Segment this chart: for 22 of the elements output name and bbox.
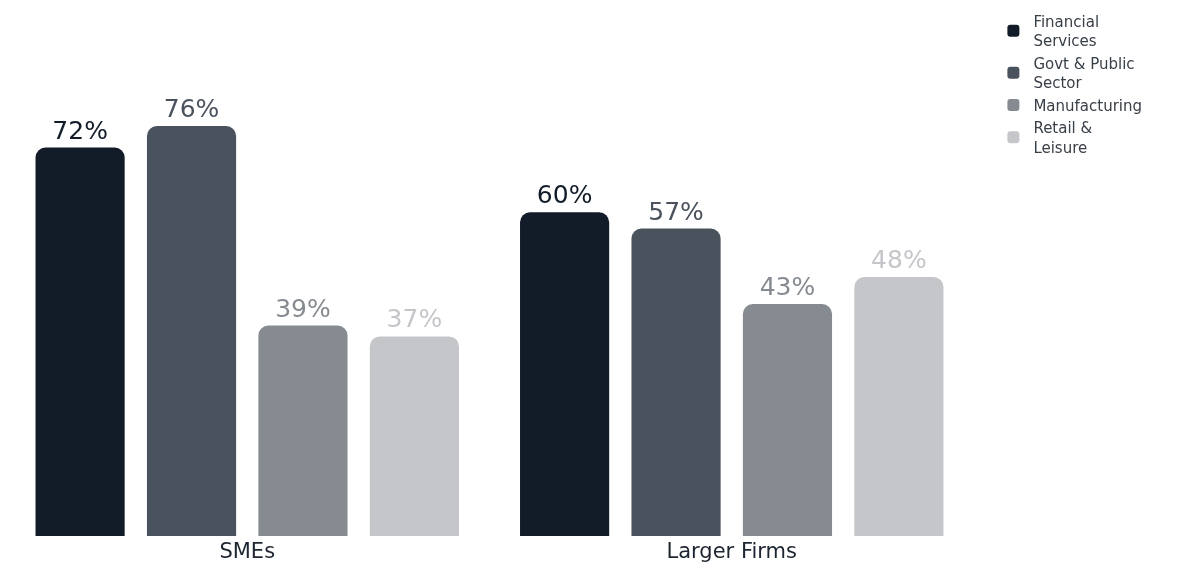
bar [742,304,833,536]
data-label: 57% [648,196,704,226]
data-label: 60% [536,180,593,210]
data-label: 48% [871,245,927,275]
bar [35,147,125,536]
legend-label: Manufacturing [1033,96,1143,115]
bar [146,126,237,536]
legend-label: Govt & Public Sector [1033,54,1135,93]
data-label: 76% [163,94,220,123]
bar [258,325,348,536]
legend-label: Financial Services [1033,12,1100,51]
bar [631,228,721,536]
legend-label: Retail & Leisure [1033,119,1093,157]
data-label: 39% [275,293,331,323]
data-label: 37% [386,304,443,334]
bar [369,336,459,536]
data-label: 72% [52,115,108,145]
bar [854,277,944,536]
bar [520,212,610,536]
data-label: 43% [759,272,816,302]
x-tick-label: Larger Firms [666,539,797,563]
x-tick-label: SMEs [219,539,276,563]
